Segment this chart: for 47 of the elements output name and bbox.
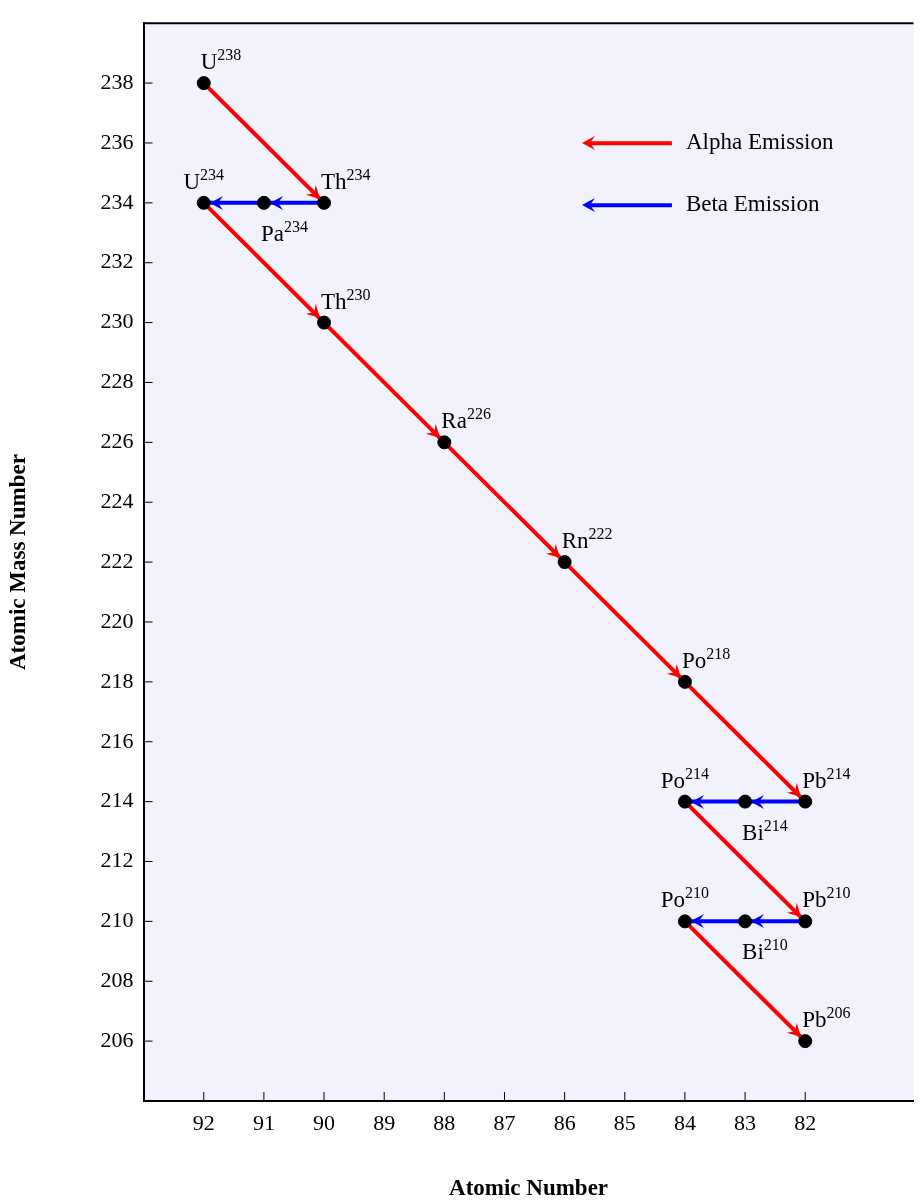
y-tick-label: 234 [100, 188, 134, 214]
y-tick-label: 230 [100, 308, 134, 334]
point [317, 195, 332, 210]
point [677, 914, 692, 929]
y-tick-label: 228 [100, 368, 134, 394]
legend-label: Alpha Emission [685, 129, 834, 155]
x-tick-label: 86 [553, 1109, 576, 1135]
x-tick-label: 89 [373, 1109, 396, 1135]
y-tick-label: 212 [100, 847, 134, 873]
point [677, 674, 692, 689]
x-tick-label: 91 [252, 1109, 275, 1135]
y-tick-label: 218 [100, 667, 134, 693]
point [798, 914, 813, 929]
y-tick-label: 236 [100, 128, 134, 154]
x-tick-label: 85 [613, 1109, 636, 1135]
x-tick-label: 84 [673, 1109, 696, 1135]
point [256, 195, 271, 210]
point [196, 76, 211, 91]
y-tick-label: 208 [100, 967, 134, 993]
point [798, 794, 813, 809]
point [557, 555, 572, 570]
point [738, 914, 753, 929]
y-tick-label: 220 [100, 607, 134, 633]
y-tick-label: 238 [100, 68, 134, 94]
y-tick-label: 210 [100, 907, 134, 933]
x-axis-title: Atomic Number [449, 1175, 609, 1201]
x-tick-label: 88 [433, 1109, 456, 1135]
y-tick-label: 214 [100, 787, 134, 813]
y-tick-label: 232 [100, 248, 134, 274]
y-tick-label: 222 [100, 547, 134, 573]
y-tick-label: 216 [100, 727, 134, 753]
x-tick-label: 82 [794, 1109, 817, 1135]
legend-label: Beta Emission [685, 191, 820, 217]
y-tick-label: 206 [100, 1026, 134, 1052]
x-tick-label: 87 [493, 1109, 516, 1135]
y-axis-title: Atomic Mass Number [4, 454, 30, 671]
point [677, 794, 692, 809]
point [437, 435, 452, 450]
point [317, 315, 332, 330]
x-tick-label: 83 [734, 1109, 757, 1135]
point [738, 794, 753, 809]
point [196, 195, 211, 210]
x-tick-label: 90 [313, 1109, 336, 1135]
y-tick-label: 224 [100, 488, 134, 513]
point [798, 1034, 813, 1049]
x-tick-label: 92 [192, 1109, 215, 1135]
y-tick-label: 226 [100, 428, 134, 454]
